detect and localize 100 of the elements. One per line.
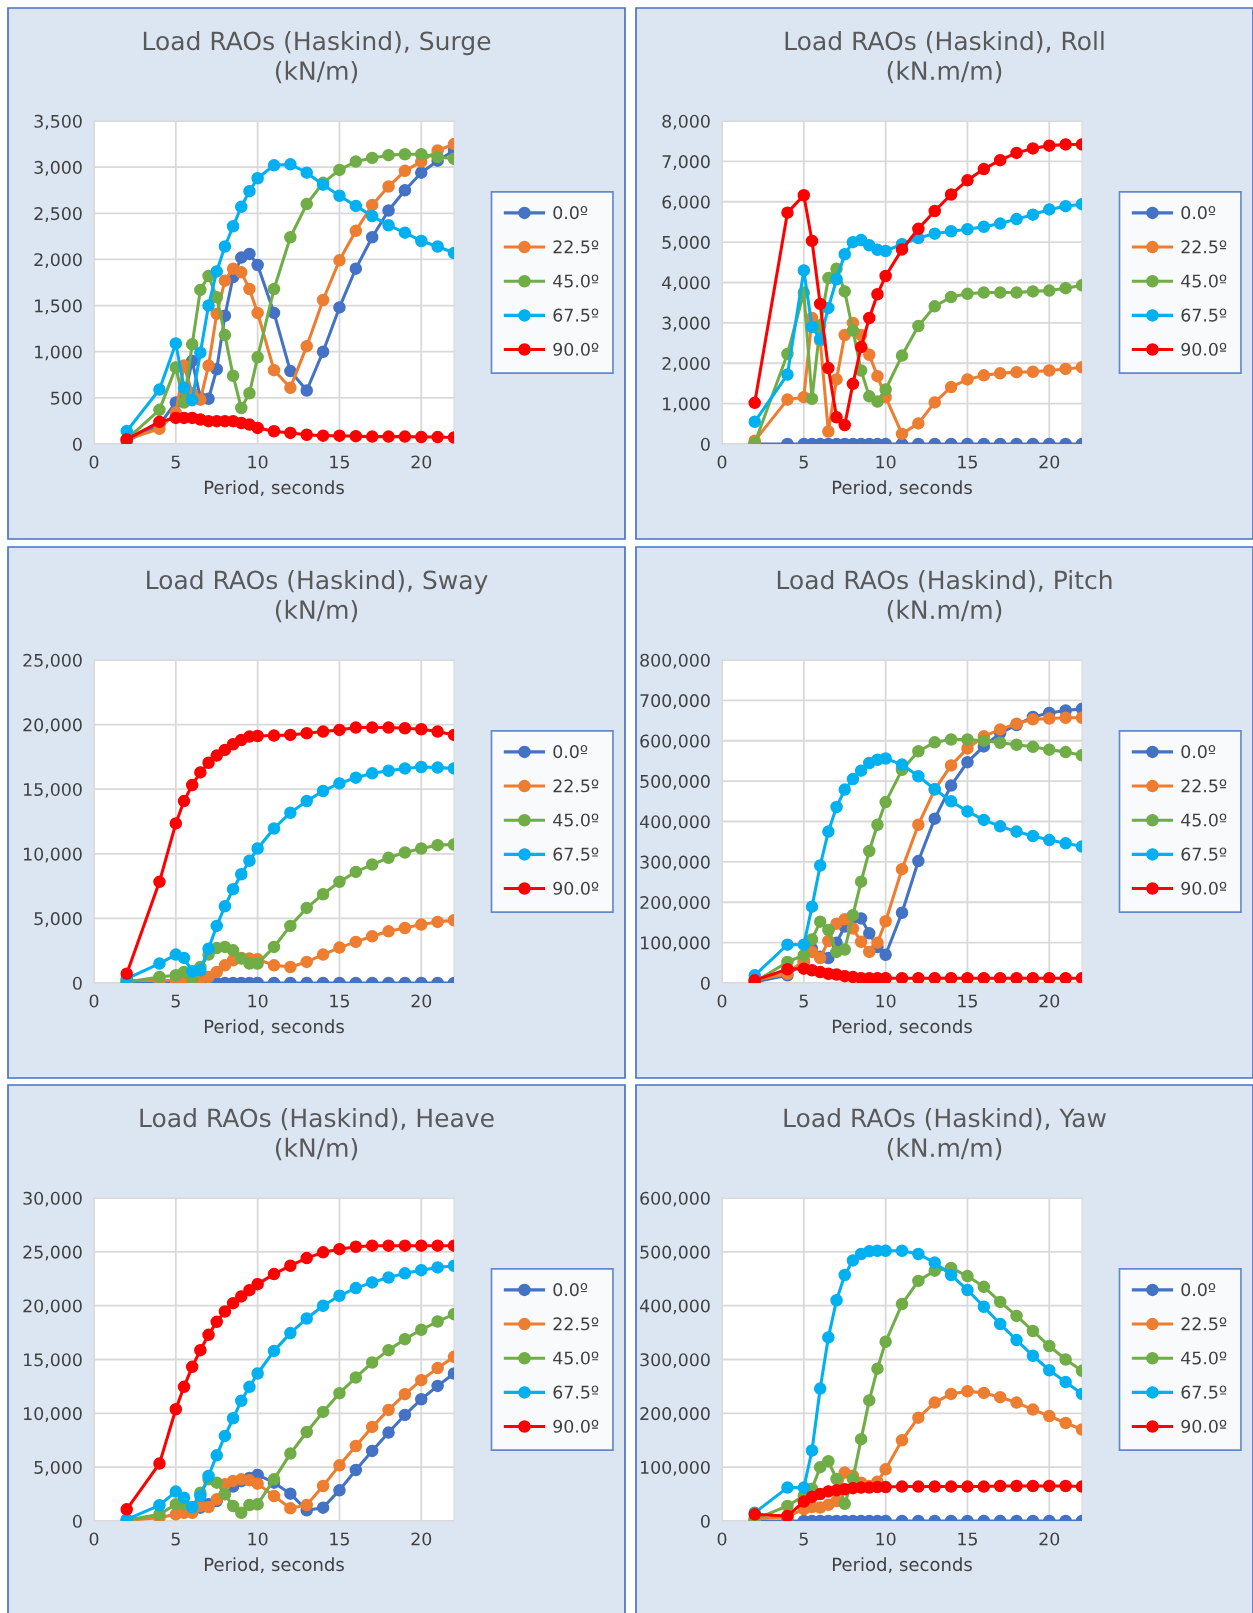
y-tick-label: 1,000 [663, 397, 710, 413]
y-tick-label: 600,000 [640, 734, 710, 750]
x-tick-label: 20 [411, 994, 432, 1008]
y-tick-label: 500,000 [640, 774, 710, 790]
x-tick-label: 10 [248, 1532, 268, 1546]
y-tick-label: 700,000 [640, 694, 710, 709]
y-tick-label: 800,000 [640, 653, 710, 669]
legend-label: 22.5º [1181, 1317, 1227, 1331]
chart-title: Load RAOs (Haskind), Heave (kN/m) [140, 1107, 494, 1161]
y-tick-label: 1,500 [35, 299, 82, 315]
y-tick-label: 25,000 [23, 1245, 82, 1261]
y-tick-label: 1,000 [35, 345, 82, 361]
x-tick-label: 20 [1039, 455, 1060, 469]
x-axis-title: Period, seconds [204, 1019, 344, 1036]
y-tick-label: 2,000 [34, 253, 82, 269]
legend-label: 0.0º [1181, 745, 1216, 759]
x-tick-label: 20 [411, 455, 432, 469]
y-tick-label: 0 [700, 976, 710, 990]
legend-label: 90.0º [1181, 1419, 1227, 1433]
y-tick-label: 0 [72, 976, 82, 990]
x-tick-label: 10 [876, 455, 896, 469]
chart-title: Load RAOs (Haskind), Surge (kN/m) [143, 30, 491, 84]
x-tick-label: 10 [248, 455, 268, 469]
y-tick-label: 20,000 [23, 1299, 82, 1315]
y-tick-label: 4,000 [662, 276, 710, 292]
y-tick-label: 30,000 [23, 1191, 82, 1207]
legend-label: 90.0º [553, 881, 599, 895]
x-tick-label: 10 [876, 1532, 896, 1546]
chart-title: Load RAOs (Haskind), Yaw (kN.m/m) [784, 1107, 1106, 1161]
y-tick-label: 2,500 [34, 207, 82, 222]
y-tick-label: 15,000 [24, 1353, 82, 1369]
y-tick-label: 0 [72, 437, 82, 451]
legend-label: 0.0º [553, 1283, 588, 1297]
chart-title: Load RAOs (Haskind), Sway (kN/m) [147, 569, 488, 623]
legend-label: 67.5º [1181, 1385, 1227, 1399]
x-axis-title: Period, seconds [204, 1557, 344, 1574]
x-tick-label: 5 [799, 994, 808, 1008]
x-tick-label: 10 [248, 994, 268, 1008]
y-tick-label: 10,000 [24, 847, 82, 863]
x-tick-label: 20 [1039, 1532, 1060, 1546]
x-tick-label: 5 [171, 455, 180, 469]
y-tick-label: 300,000 [640, 855, 710, 871]
x-tick-label: 5 [171, 994, 180, 1008]
chart-title: Load RAOs (Haskind), Roll (kN.m/m) [785, 30, 1104, 84]
x-tick-label: 10 [876, 994, 896, 1008]
x-tick-label: 15 [330, 455, 349, 469]
legend-label: 90.0º [553, 1419, 599, 1433]
y-tick-label: 20,000 [23, 718, 82, 734]
y-tick-label: 6,000 [662, 195, 710, 211]
x-tick-label: 0 [717, 994, 727, 1008]
x-axis-title: Period, seconds [832, 1019, 972, 1036]
legend-label: 45.0º [553, 813, 599, 827]
legend-label: 0.0º [1181, 206, 1216, 220]
x-tick-label: 5 [799, 1532, 808, 1546]
y-tick-label: 0 [700, 437, 710, 451]
legend-label: 67.5º [1181, 308, 1227, 322]
legend-label: 0.0º [553, 206, 588, 220]
x-axis-title: Period, seconds [204, 480, 344, 497]
y-tick-label: 500 [51, 391, 82, 405]
y-tick-label: 8,000 [662, 114, 710, 130]
y-tick-label: 200,000 [640, 1407, 710, 1422]
x-tick-label: 0 [717, 1532, 727, 1546]
y-tick-label: 10,000 [24, 1407, 82, 1422]
legend-label: 0.0º [553, 745, 588, 759]
legend-label: 22.5º [553, 240, 599, 254]
legend-label: 90.0º [1181, 342, 1227, 356]
y-tick-label: 400,000 [639, 1299, 710, 1315]
legend-label: 45.0º [1181, 274, 1227, 288]
legend-label: 45.0º [553, 274, 599, 288]
x-tick-label: 15 [958, 1532, 977, 1546]
y-tick-label: 100,000 [641, 936, 710, 952]
x-tick-label: 15 [958, 994, 977, 1008]
legend-label: 22.5º [1181, 240, 1227, 254]
y-tick-label: 200,000 [640, 895, 710, 911]
x-tick-label: 20 [1039, 994, 1060, 1008]
y-tick-label: 5,000 [662, 235, 710, 251]
legend-label: 90.0º [1181, 881, 1227, 895]
y-tick-label: 2,000 [662, 356, 710, 372]
y-tick-label: 5,000 [34, 1460, 82, 1476]
y-tick-label: 400,000 [639, 815, 710, 831]
legend-label: 67.5º [553, 847, 599, 861]
y-tick-label: 15,000 [24, 782, 82, 798]
x-tick-label: 0 [89, 455, 99, 469]
y-tick-label: 5,000 [34, 912, 82, 928]
y-tick-label: 25,000 [23, 653, 82, 669]
x-axis-title: Period, seconds [832, 480, 972, 497]
y-tick-label: 100,000 [641, 1460, 710, 1476]
x-axis-title: Period, seconds [832, 1557, 972, 1574]
legend-label: 22.5º [1181, 779, 1227, 793]
legend-label: 0.0º [1181, 1283, 1216, 1297]
x-tick-label: 15 [330, 994, 349, 1008]
legend-label: 67.5º [553, 1385, 599, 1399]
y-tick-label: 3,000 [662, 316, 710, 332]
y-tick-label: 600,000 [640, 1191, 710, 1207]
y-tick-label: 300,000 [640, 1353, 710, 1369]
y-tick-label: 3,500 [34, 114, 82, 130]
legend-label: 67.5º [553, 308, 599, 322]
y-tick-label: 500,000 [640, 1245, 710, 1261]
x-tick-label: 0 [89, 994, 99, 1008]
y-tick-label: 7,000 [662, 155, 710, 170]
